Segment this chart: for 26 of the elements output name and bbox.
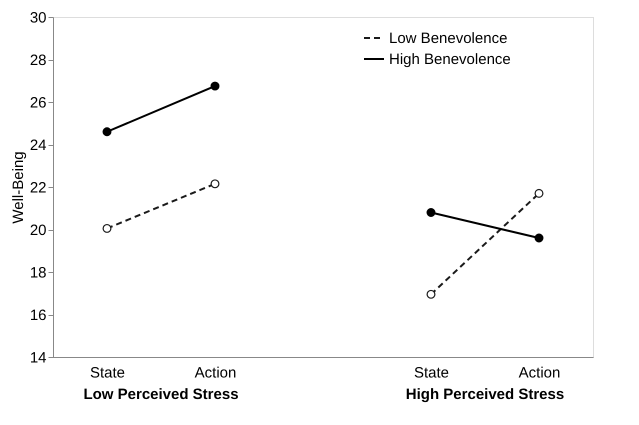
y-tick-label: 24 [30,137,46,154]
point [534,188,544,198]
y-tick-label: 22 [30,180,46,196]
y-tick-label: 30 [30,10,46,26]
y-axis-title: Well-Being [10,151,27,224]
y-tick-label: 28 [30,52,46,69]
y-tick-label: 20 [30,222,46,239]
legend-label: Low Benevolence [389,30,508,47]
point [210,82,220,91]
text: Low Perceived Stress [83,386,239,403]
y-tick-label: 14 [30,350,46,366]
x-tick-label: Action [518,364,560,382]
y-tick-label: 18 [30,264,46,282]
point [102,224,112,233]
point [210,179,220,188]
y-tick-label: 16 [30,307,46,324]
legend-label: High Benevolence [389,51,511,68]
point [102,127,112,136]
point [426,290,436,299]
y-tick-label: 26 [30,94,46,112]
x-tick-label: State [90,364,126,382]
point [534,234,544,242]
point [426,208,436,217]
x-tick-label: Action [194,364,236,382]
x-tick-label: State [414,364,450,382]
text: High Perceived Stress [406,386,564,403]
